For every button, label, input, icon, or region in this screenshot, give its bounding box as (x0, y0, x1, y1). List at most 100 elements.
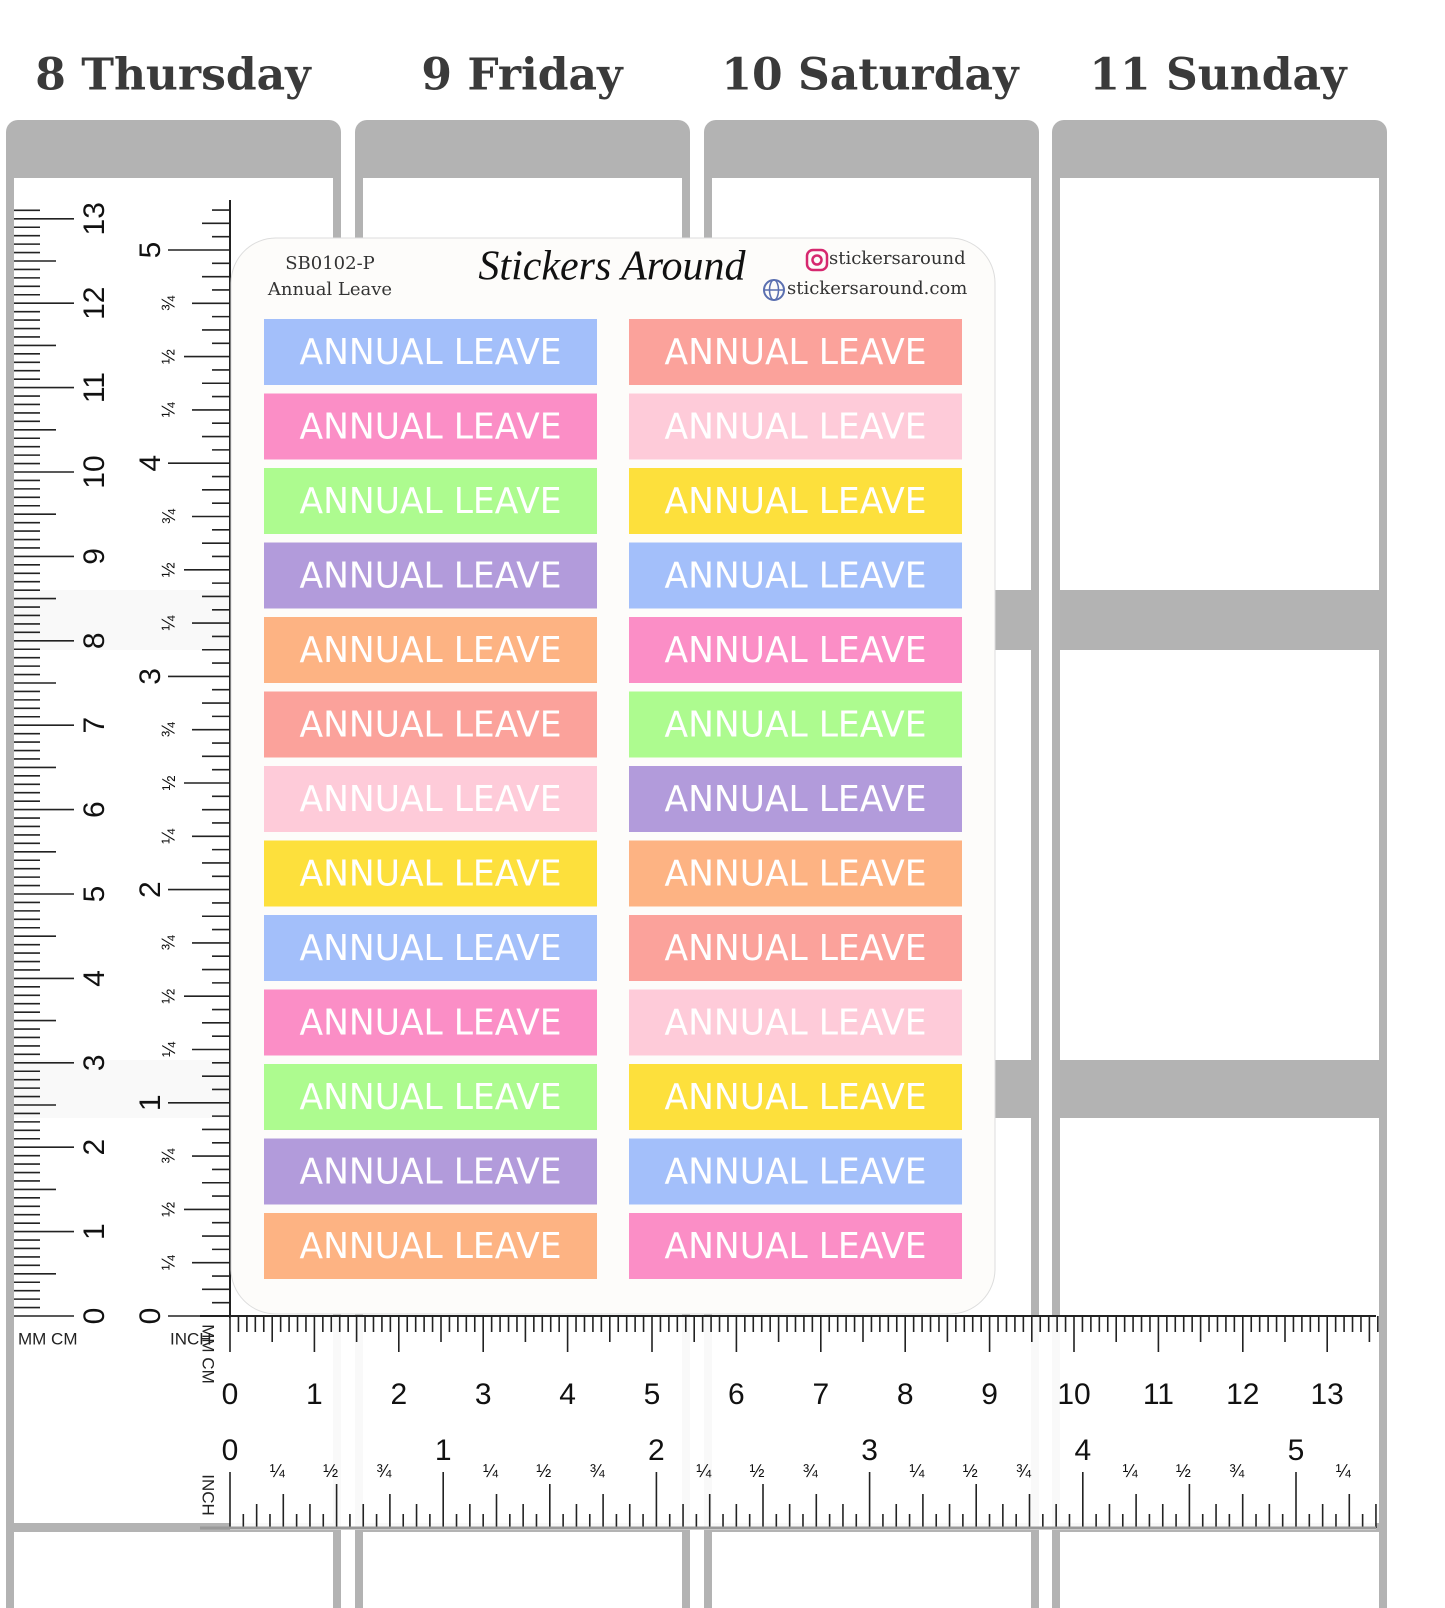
rulers: 0123456789101112130¼½¾1¼½¾2¼½¾3¼½¾4¼½¾5M… (14, 200, 1379, 1530)
ruler-inch-label: ½ (1176, 1461, 1191, 1481)
ruler-inch-label: ¾ (1016, 1461, 1032, 1481)
sticker-label: ANNUAL LEAVE (300, 407, 562, 448)
column-box (712, 1532, 1031, 1608)
sticker-label: ANNUAL LEAVE (665, 1152, 927, 1193)
sticker-label: ANNUAL LEAVE (300, 1152, 562, 1193)
instagram: stickersaround (829, 248, 966, 269)
sticker-label: ANNUAL LEAVE (665, 1226, 927, 1267)
ruler-cm-label: 5 (644, 1378, 661, 1411)
ruler-cm-label: 5 (78, 886, 111, 903)
ruler-inch-label: 2 (134, 881, 167, 898)
sticker-label: ANNUAL LEAVE (300, 854, 562, 895)
sticker (629, 1213, 962, 1279)
ruler-cm-label: 0 (78, 1308, 111, 1325)
ruler-cm-label: 2 (390, 1378, 407, 1411)
sticker (264, 840, 597, 907)
ruler-unit-label: INCH (199, 1474, 218, 1516)
ruler-cm-label: 4 (559, 1378, 576, 1411)
ruler-bottom-body (230, 1316, 1376, 1530)
ruler-inch-label: ¼ (909, 1461, 925, 1481)
ruler-inch-label: 0 (222, 1434, 239, 1467)
ruler-cm-label: 11 (78, 372, 111, 403)
sticker-label: ANNUAL LEAVE (300, 1226, 562, 1267)
sticker-label: ANNUAL LEAVE (665, 556, 927, 597)
ruler-inch-label: ½ (159, 562, 179, 577)
ruler-inch-label: 4 (134, 455, 167, 472)
ruler-cm-label: 8 (78, 632, 111, 649)
sticker-label: ANNUAL LEAVE (665, 854, 927, 895)
ruler-inch-label: 1 (435, 1434, 452, 1467)
ruler-inch-label: ¾ (159, 721, 179, 737)
sticker-sheet: SB0102-P Annual Leave Stickers Around st… (230, 237, 996, 1315)
ruler-inch-label: 0 (134, 1308, 167, 1325)
ruler-cm-label: 8 (897, 1378, 914, 1411)
ruler-inch-label: ½ (536, 1461, 551, 1481)
day-header: 8 Thursday (35, 50, 312, 101)
ruler-cm-label: 13 (78, 202, 111, 235)
ruler-inch-label: ½ (749, 1461, 764, 1481)
sticker (264, 468, 597, 534)
sticker (264, 1213, 597, 1279)
ruler-inch-label: 3 (134, 668, 167, 685)
sticker (264, 915, 597, 981)
ruler-inch-label: ¼ (159, 1254, 179, 1270)
sticker (629, 1138, 962, 1205)
sticker (629, 393, 962, 460)
sticker-label: ANNUAL LEAVE (300, 1077, 562, 1118)
sticker-label: ANNUAL LEAVE (300, 481, 562, 522)
ruler-cm-label: 7 (78, 717, 111, 734)
ruler-inch-label: 2 (648, 1434, 665, 1467)
column-box (1060, 650, 1379, 1060)
ruler-inch-label: ¾ (159, 508, 179, 524)
ruler-cm-label: 11 (1143, 1378, 1174, 1411)
ruler-inch-label: ¾ (1229, 1461, 1245, 1481)
ruler-inch-label: ½ (323, 1461, 338, 1481)
ruler-inch-label: ¼ (159, 1041, 179, 1057)
ruler-inch-label: ¼ (1123, 1461, 1139, 1481)
sticker (264, 319, 597, 385)
sticker (629, 542, 962, 609)
ruler-inch-label: ¼ (483, 1461, 499, 1481)
sticker-label: ANNUAL LEAVE (300, 1003, 562, 1044)
ruler-inch-label: 3 (861, 1434, 878, 1467)
ruler-cm-label: 1 (78, 1223, 111, 1240)
ruler-inch-label: ¼ (696, 1461, 712, 1481)
ruler-inch-label: ¾ (376, 1461, 392, 1481)
sticker (629, 319, 962, 385)
sticker (629, 989, 962, 1056)
website: stickersaround.com (787, 278, 967, 299)
sticker (629, 468, 962, 534)
sticker-label: ANNUAL LEAVE (665, 481, 927, 522)
ruler-cm-label: 9 (981, 1378, 998, 1411)
sticker (264, 1064, 597, 1130)
ruler-cm-label: 3 (475, 1378, 492, 1411)
ruler-inch-label: ½ (159, 1202, 179, 1217)
ruler-cm-label: 9 (78, 548, 111, 565)
ruler-cm-label: 7 (812, 1378, 829, 1411)
sticker-label: ANNUAL LEAVE (665, 630, 927, 671)
ruler-inch-label: ½ (159, 349, 179, 364)
sticker-label: ANNUAL LEAVE (665, 332, 927, 373)
sticker (264, 542, 597, 609)
sheet-subtitle: Annual Leave (267, 279, 392, 300)
column-box (363, 1532, 682, 1608)
ruler-inch-label: ¾ (159, 295, 179, 311)
ruler-inch-label: ¼ (159, 828, 179, 844)
ruler-unit-label: MM CM (18, 1329, 77, 1348)
sticker (629, 840, 962, 907)
sticker (264, 691, 597, 758)
ruler-cm-label: 6 (78, 801, 111, 818)
ruler-inch-label: ¾ (159, 934, 179, 950)
sticker-label: ANNUAL LEAVE (665, 1003, 927, 1044)
ruler-cm-label: 4 (78, 970, 111, 987)
ruler-inch-label: ½ (159, 775, 179, 790)
ruler-cm-label: 6 (728, 1378, 745, 1411)
ruler-inch-label: 5 (1288, 1434, 1305, 1467)
ruler-cm-label: 10 (78, 455, 111, 488)
sticker-label: ANNUAL LEAVE (300, 928, 562, 969)
sticker (264, 617, 597, 683)
ruler-unit-label: MM CM (199, 1324, 218, 1383)
ruler-cm-label: 0 (222, 1378, 239, 1411)
instagram-icon (805, 248, 829, 272)
